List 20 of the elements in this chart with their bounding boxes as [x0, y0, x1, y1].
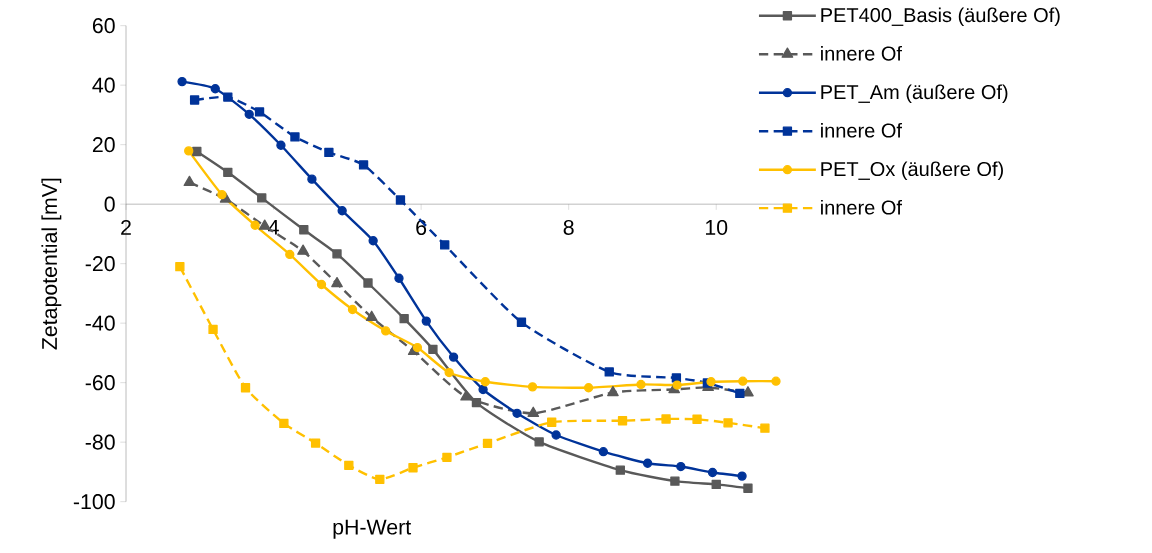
- y-tick-label: 0: [104, 196, 115, 212]
- y-tick-label: -100: [73, 494, 115, 510]
- y-tick-label: -60: [85, 375, 115, 391]
- legend-label: PET_Am (äußere Of): [821, 84, 1008, 104]
- y-tick-label: 60: [92, 18, 115, 34]
- y-tick-label: 40: [92, 77, 115, 93]
- x-axis-title: pH-Wert: [333, 519, 412, 539]
- x-tick-label: 10: [705, 219, 728, 235]
- legend-label: innere Of: [821, 122, 902, 138]
- legend-label: PET400_Basis (äußere Of): [821, 7, 1060, 27]
- y-axis-title: Zetapotential [mV]: [41, 178, 62, 350]
- x-tick-label: 2: [121, 219, 131, 235]
- legend-label: PET_Ox (äußere Of): [821, 161, 1003, 181]
- y-tick-label: 20: [92, 137, 115, 153]
- y-tick-label: -40: [85, 315, 115, 331]
- legend-label: innere Of: [821, 45, 902, 61]
- y-tick-label: -20: [85, 256, 115, 272]
- legend-label: innere Of: [821, 199, 902, 215]
- y-tick-label: -80: [85, 434, 115, 450]
- x-tick-label: 8: [563, 219, 574, 235]
